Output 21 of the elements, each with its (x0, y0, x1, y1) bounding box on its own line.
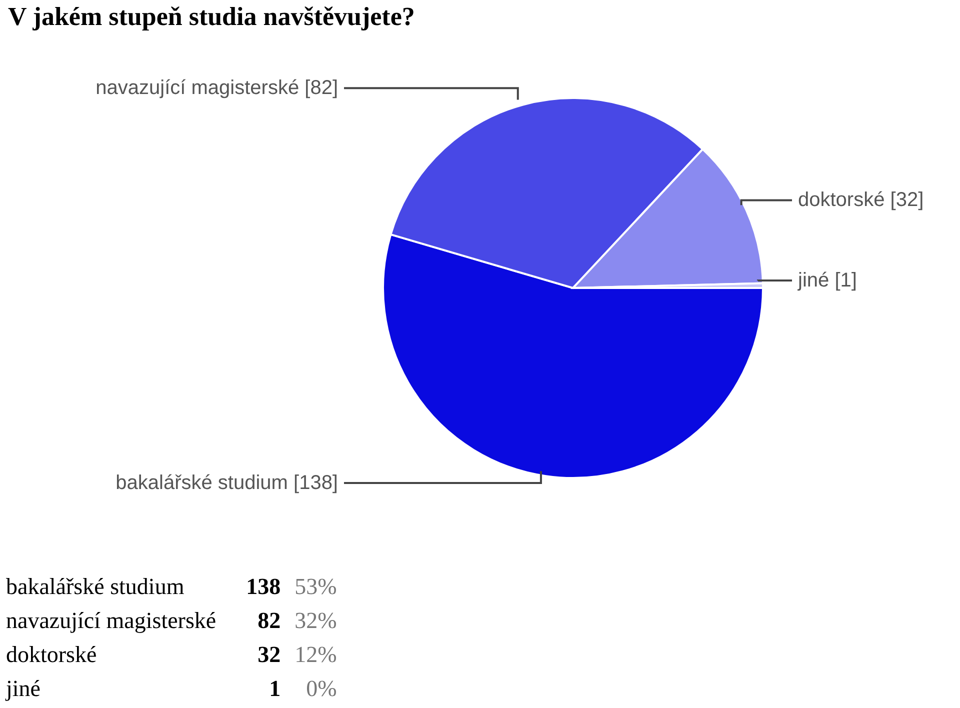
data-label: [82] (304, 77, 338, 100)
slice-label: navazující magisterské (96, 77, 300, 100)
data-label: [32] (890, 189, 924, 212)
text: 1 (268, 675, 282, 703)
data-label: [1] (834, 269, 857, 292)
slice-label: bakalářské studium (116, 472, 288, 494)
slice-label: jiné (798, 269, 830, 292)
text: 82 (256, 607, 282, 635)
text: 53% (294, 573, 337, 601)
text: doktorské (6, 641, 98, 669)
slice-label: doktorské (798, 189, 885, 212)
text: navazující magisterské (6, 607, 218, 635)
chart-title: V jakém stupeň studia navštěvujete? (8, 2, 415, 32)
text: 0% (305, 675, 337, 703)
data-label: [138] (294, 472, 338, 494)
text: 12% (294, 641, 337, 669)
text: bakalářské studium (6, 573, 186, 601)
text: 138 (246, 573, 282, 601)
text: 32 (256, 641, 282, 669)
text: 32% (294, 607, 337, 635)
text: jiné (6, 675, 42, 703)
